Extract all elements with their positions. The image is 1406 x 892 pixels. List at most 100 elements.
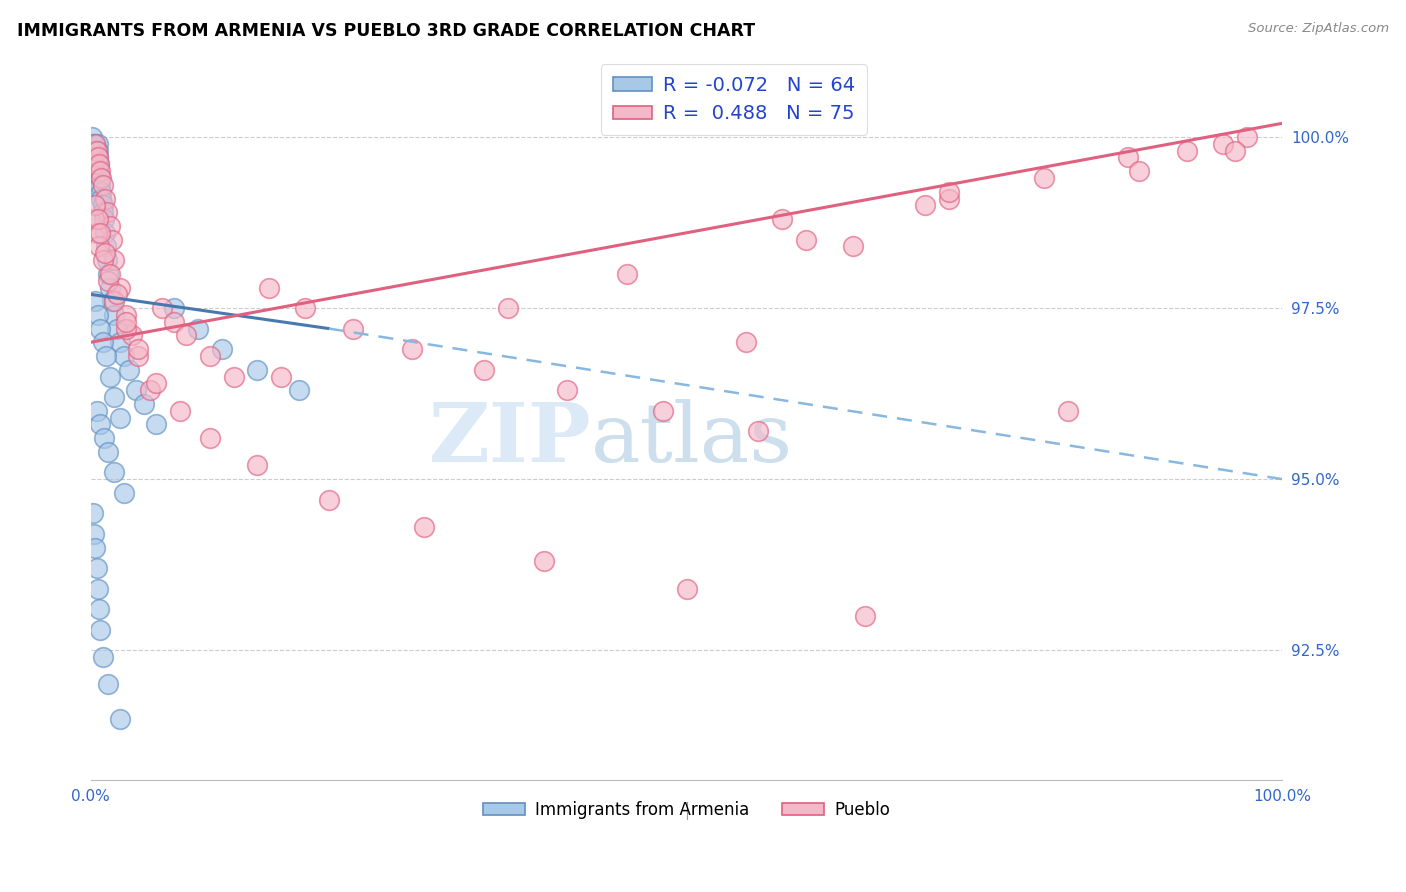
Point (91, 205, 114, 219)
Point (83, 157, 105, 171)
Point (103, 390, 125, 404)
Point (101, 294, 124, 309)
Point (89, 226, 111, 240)
Point (89, 417, 111, 432)
Point (90, 171, 112, 186)
Point (110, 712, 132, 726)
Point (87, 151, 110, 165)
Point (98, 280, 121, 294)
Point (82, 151, 104, 165)
Point (413, 520, 436, 534)
Point (89, 178, 111, 192)
Point (675, 582, 697, 596)
Point (112, 349, 135, 363)
Point (110, 410, 132, 425)
Point (91, 198, 114, 212)
Point (198, 349, 221, 363)
Point (651, 403, 673, 417)
Point (150, 301, 173, 315)
Point (84, 144, 107, 158)
Point (533, 554, 555, 568)
Point (1057, 403, 1080, 417)
Point (89, 164, 111, 178)
Point (89, 321, 111, 335)
Point (134, 397, 156, 411)
Text: atlas: atlas (591, 399, 793, 479)
Point (96, 253, 118, 268)
Point (270, 369, 292, 384)
Point (97, 444, 120, 458)
Text: IMMIGRANTS FROM ARMENIA VS PUEBLO 3RD GRADE CORRELATION CHART: IMMIGRANTS FROM ARMENIA VS PUEBLO 3RD GR… (17, 22, 755, 40)
Point (198, 431, 221, 445)
Point (163, 301, 186, 315)
Point (84, 136, 107, 151)
Point (84, 294, 107, 309)
Point (1175, 144, 1198, 158)
Point (110, 280, 132, 294)
Point (84, 136, 107, 151)
Point (90, 185, 112, 199)
Point (616, 267, 638, 281)
Point (83, 157, 105, 171)
Point (94, 226, 117, 240)
Point (87, 212, 110, 227)
Point (94, 192, 117, 206)
Point (938, 192, 960, 206)
Point (87, 144, 110, 158)
Point (105, 287, 128, 301)
Point (87, 164, 110, 178)
Point (103, 294, 125, 309)
Point (163, 315, 186, 329)
Point (94, 239, 117, 253)
Point (103, 253, 125, 268)
Point (80, 130, 103, 145)
Point (246, 362, 269, 376)
Point (288, 383, 311, 397)
Point (87, 136, 110, 151)
Point (246, 458, 269, 473)
Point (91, 253, 114, 268)
Point (98, 267, 121, 281)
Point (97, 274, 120, 288)
Point (115, 321, 138, 335)
Point (86, 157, 108, 171)
Point (93, 431, 115, 445)
Point (1223, 144, 1246, 158)
Point (121, 328, 143, 343)
Point (87, 157, 110, 171)
Point (794, 233, 817, 247)
Point (222, 369, 245, 384)
Text: Source: ZipAtlas.com: Source: ZipAtlas.com (1249, 22, 1389, 36)
Point (83, 151, 105, 165)
Point (87, 582, 110, 596)
Point (118, 362, 141, 376)
Point (914, 198, 936, 212)
Point (211, 342, 233, 356)
Point (853, 609, 876, 624)
Point (1236, 130, 1258, 145)
Point (89, 623, 111, 637)
Point (91, 335, 114, 350)
Point (83, 212, 105, 227)
Point (139, 383, 162, 397)
Point (145, 417, 167, 432)
Point (1116, 151, 1139, 165)
Point (557, 383, 579, 397)
Point (342, 321, 364, 335)
Point (86, 151, 108, 165)
Point (401, 342, 423, 356)
Point (259, 280, 281, 294)
Point (770, 212, 793, 227)
Point (94, 246, 117, 260)
Point (83, 527, 105, 541)
Point (318, 492, 340, 507)
Point (294, 301, 316, 315)
Point (472, 362, 495, 376)
Point (87, 239, 110, 253)
Point (187, 321, 209, 335)
Point (938, 185, 960, 199)
Point (90, 192, 112, 206)
Point (91, 650, 114, 665)
Point (98, 219, 121, 233)
Point (82, 136, 104, 151)
